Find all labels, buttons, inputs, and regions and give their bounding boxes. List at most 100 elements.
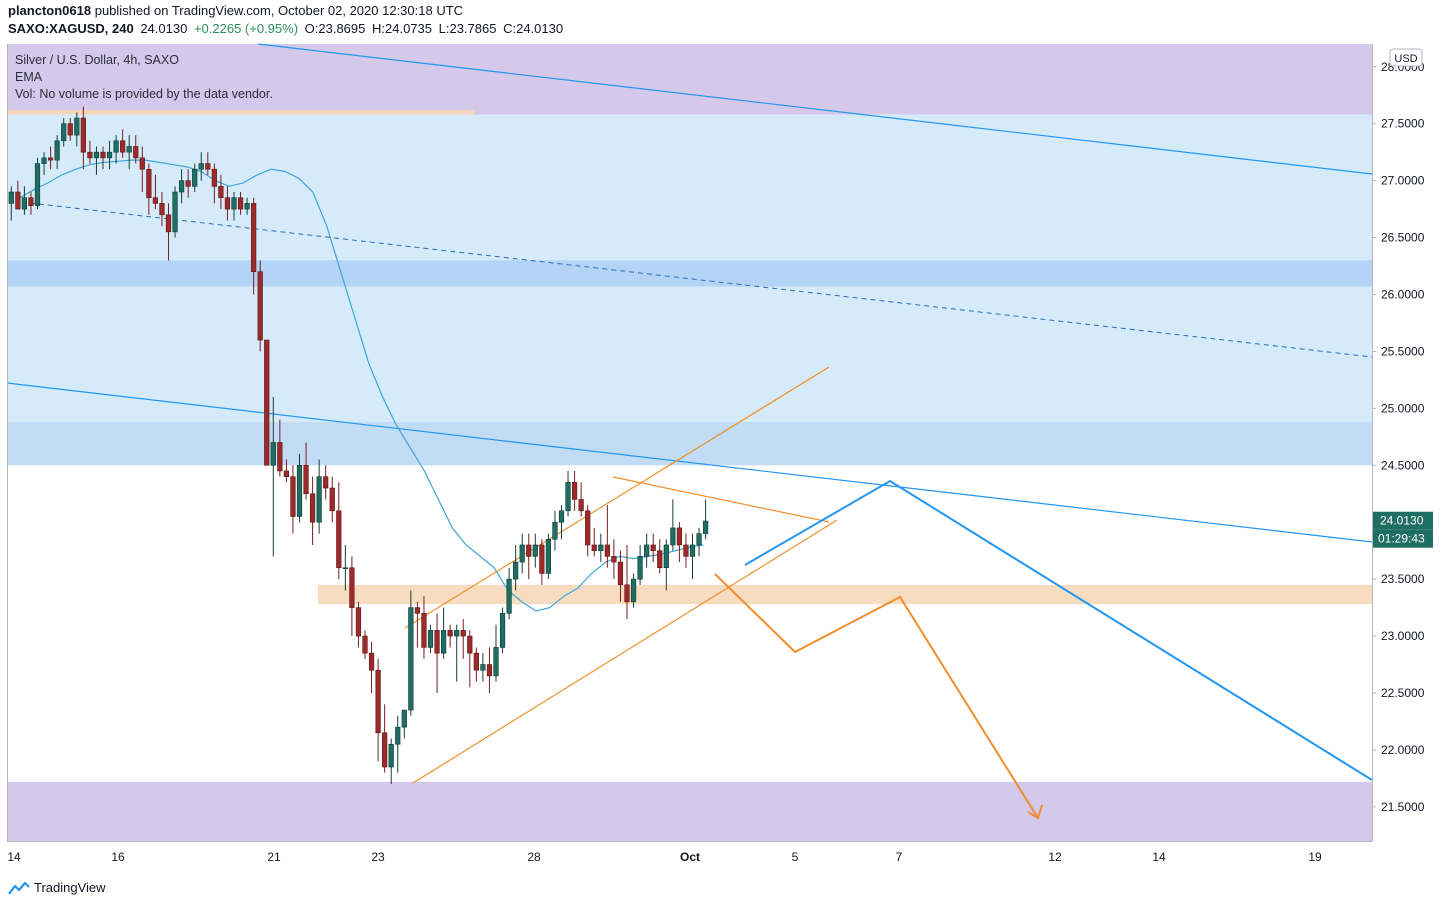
candle — [61, 118, 67, 147]
x-tick-label: 14 — [7, 850, 21, 864]
countdown-box — [1373, 529, 1433, 548]
candle — [303, 442, 309, 500]
candle — [440, 607, 447, 659]
candle — [499, 607, 506, 654]
candle — [670, 499, 676, 551]
candle — [624, 544, 630, 619]
candle — [277, 419, 283, 477]
zone-upper-purple — [7, 44, 1372, 115]
author-name[interactable]: plancton0618 — [8, 3, 92, 18]
x-tick-label: 28 — [527, 850, 541, 864]
candle — [185, 169, 191, 198]
candle — [323, 465, 329, 500]
y-tick-label: 25.5000 — [1381, 344, 1425, 358]
countdown-label: 01:29:43 — [1378, 532, 1425, 546]
candle-body-down — [152, 197, 159, 204]
candle — [408, 590, 414, 716]
candle — [205, 152, 211, 175]
footer-brand[interactable]: TradingView — [8, 880, 106, 895]
candle-body-up — [408, 607, 414, 711]
y-tick-label: 22.0000 — [1381, 743, 1425, 757]
candle — [519, 533, 525, 574]
candle — [15, 180, 21, 210]
projection-layer — [714, 479, 1373, 820]
candle-body-up — [532, 544, 538, 557]
zone-peach-support — [318, 584, 1372, 605]
candle-body-down — [624, 584, 630, 603]
candle-body-up — [61, 123, 67, 142]
candle-body-up — [74, 117, 80, 136]
candle — [630, 573, 637, 608]
legend-indicator[interactable]: EMA — [15, 70, 43, 84]
candle-body-up — [244, 203, 250, 210]
candle — [388, 738, 394, 785]
candle-body-down — [67, 123, 73, 136]
candle — [231, 192, 237, 221]
price-label: 24.0130 — [1380, 514, 1424, 528]
symbol-name: SAXO:XAGUSD, 240 — [8, 21, 134, 36]
candle — [349, 556, 355, 637]
candle — [539, 539, 545, 585]
candle — [545, 533, 551, 580]
candle-body-up — [316, 476, 322, 523]
candle-body-down — [591, 544, 597, 551]
candle-body-up — [644, 544, 650, 557]
candle — [152, 174, 159, 210]
candle-body-up — [454, 630, 460, 637]
candle-body-down — [139, 157, 145, 170]
candle-body-down — [205, 163, 211, 170]
candle-body-down — [283, 470, 290, 477]
candle-body-up — [93, 151, 100, 159]
candle-body-down — [87, 151, 93, 159]
brand-name: TradingView — [34, 880, 106, 895]
zone-blue-band-2 — [7, 422, 1372, 466]
candle-body-down — [218, 186, 224, 199]
candle — [663, 539, 669, 591]
candle-body-down — [650, 544, 656, 551]
candle — [264, 339, 270, 466]
candle — [565, 470, 571, 517]
candle — [120, 129, 126, 158]
candle-body-down — [382, 732, 388, 768]
legend-title: Silver / U.S. Dollar, 4h, SAXO — [15, 53, 179, 67]
candle-body-up — [630, 578, 637, 603]
candle-body-down — [473, 652, 479, 671]
candle-body-down — [146, 168, 152, 199]
candle-body-up — [499, 612, 506, 648]
candle-body-up — [34, 163, 41, 206]
candle — [585, 505, 591, 557]
candle-body-down — [375, 669, 381, 734]
y-tick-label: 22.5000 — [1381, 686, 1425, 700]
x-tick-label: Oct — [680, 850, 700, 864]
symbol-info: SAXO:XAGUSD, 240 24.0130 +0.2265 (+0.95%… — [8, 21, 566, 36]
candle-body-down — [368, 652, 375, 671]
ema-line — [19, 159, 704, 612]
candle — [54, 135, 60, 170]
candles-layer — [8, 106, 709, 785]
candle-body-down — [434, 630, 440, 654]
legend-volume: Vol: No volume is provided by the data v… — [15, 87, 273, 101]
candle-body-up — [395, 726, 401, 745]
candle-body-up — [427, 630, 434, 648]
candle-body-up — [519, 544, 525, 563]
candle — [591, 527, 597, 557]
candle — [401, 709, 407, 739]
candle — [100, 146, 106, 170]
candle — [296, 453, 303, 523]
candle-body-down — [604, 544, 610, 557]
candle — [447, 624, 453, 648]
candle-body-up — [231, 197, 237, 210]
chart-legend: Silver / U.S. Dollar, 4h, SAXO EMA Vol: … — [15, 52, 273, 103]
candle — [493, 624, 499, 682]
candle — [8, 186, 14, 221]
candle-body-down — [683, 544, 689, 557]
zone-lower-purple — [7, 781, 1372, 841]
candle — [637, 544, 643, 585]
candle — [309, 476, 316, 545]
candle-body-down — [585, 510, 591, 546]
candle — [427, 624, 434, 654]
candle-body-down — [251, 203, 257, 273]
candle-body-up — [637, 556, 643, 580]
y-tick-label: 26.0000 — [1381, 287, 1425, 301]
